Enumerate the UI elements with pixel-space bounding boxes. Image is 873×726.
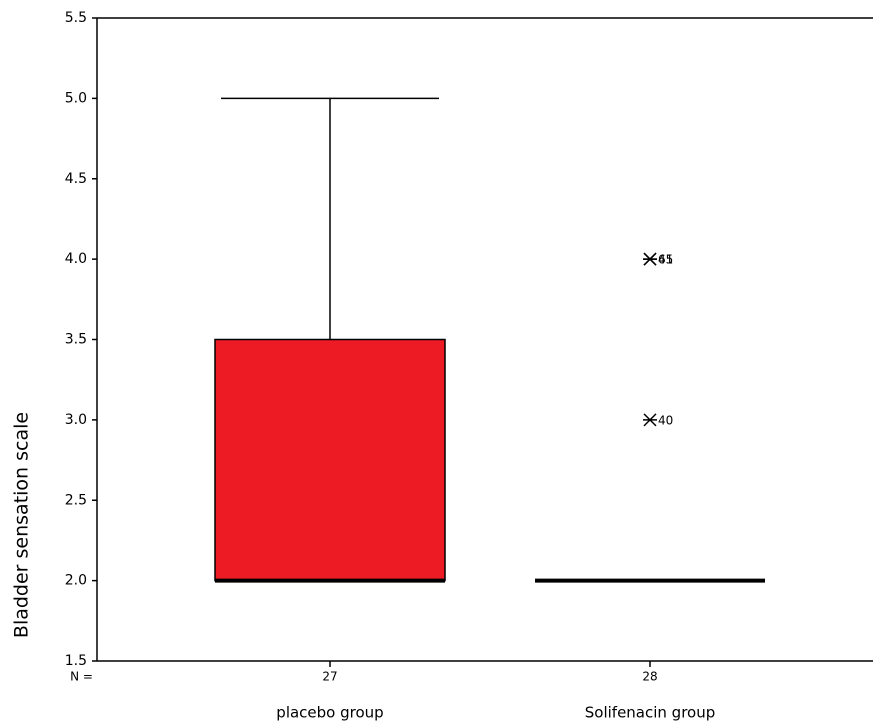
- y-tick-label: 2.5: [65, 492, 87, 508]
- y-tick-label: 4.0: [65, 251, 87, 267]
- n-label: N =: [70, 670, 93, 684]
- chart: Bladder sensation scale N = 1.5 2.0 2.5 3.0…: [0, 0, 873, 726]
- x-tick-label: Solifenacin group: [585, 704, 716, 722]
- y-tick-label: 5.5: [65, 10, 87, 26]
- y-tick-label: 3.5: [65, 332, 87, 348]
- outlier: [643, 414, 657, 426]
- y-tick-label: 4.5: [65, 171, 87, 187]
- outlier-label: 61: [658, 253, 673, 267]
- box: [215, 340, 445, 581]
- y-tick-label: 2.0: [65, 573, 87, 589]
- n-value: 27: [322, 670, 337, 684]
- outlier-label: 40: [658, 413, 673, 427]
- page: {"chart_data": { "type": "box", "y_label…: [0, 0, 873, 726]
- y-tick-label: 5.0: [65, 90, 87, 106]
- y-tick-label: 1.5: [65, 653, 87, 669]
- n-value: 28: [642, 670, 657, 684]
- y-tick-label: 3.0: [65, 412, 87, 428]
- outlier: [643, 253, 657, 265]
- x-tick-label: placebo group: [276, 704, 383, 722]
- y-axis-title: Bladder sensation scale: [11, 412, 33, 638]
